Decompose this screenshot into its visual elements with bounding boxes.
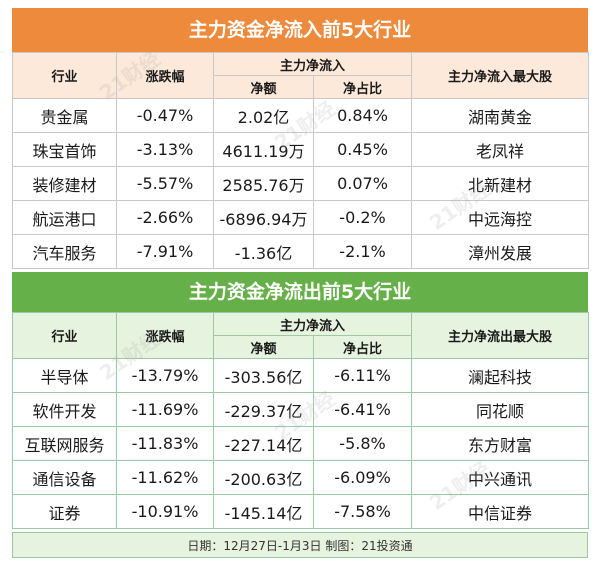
amount-cell: 2585.76万: [213, 166, 314, 201]
amount-cell: 2.02亿: [213, 98, 314, 133]
amount-cell: -6896.94万: [213, 200, 314, 235]
header-top-stock: 主力净流出最大股: [411, 312, 590, 359]
header-industry: 行业: [12, 52, 117, 99]
footer-credit: 日期：12月27日-1月3日 制图：21投资通: [12, 532, 588, 558]
stock-cell: 中兴通讯: [411, 460, 590, 495]
stock-cell: 北新建材: [411, 166, 590, 201]
table-row: 贵金属 -0.47% 2.02亿 0.84% 湖南黄金: [12, 98, 590, 133]
header-top-stock: 主力净流入最大股: [411, 52, 590, 99]
industry-cell: 证券: [12, 494, 117, 529]
table-row: 汽车服务 -7.91% -1.36亿 -2.1% 漳州发展: [12, 234, 590, 269]
stock-cell: 漳州发展: [411, 234, 590, 269]
amount-cell: -227.14亿: [213, 426, 314, 461]
change-cell: -11.62%: [116, 460, 214, 495]
industry-cell: 软件开发: [12, 392, 117, 427]
change-cell: -13.79%: [116, 358, 214, 393]
change-cell: -10.91%: [116, 494, 214, 529]
table-row: 航运港口 -2.66% -6896.94万 -0.2% 中远海控: [12, 200, 590, 235]
table-row: 证券 -10.91% -145.14亿 -7.58% 中信证券: [12, 494, 590, 529]
change-cell: -11.69%: [116, 392, 214, 427]
ratio-cell: 0.84%: [312, 98, 413, 133]
amount-cell: -303.56亿: [213, 358, 314, 393]
table-row: 通信设备 -11.62% -200.63亿 -6.09% 中兴通讯: [12, 460, 590, 495]
ratio-cell: -0.2%: [312, 200, 413, 235]
inflow-table: 行业 涨跌幅 主力净流入 主力净流入最大股 净额 净占比 贵金属 -0.47% …: [12, 52, 590, 269]
stock-cell: 中远海控: [411, 200, 590, 235]
stock-cell: 澜起科技: [411, 358, 590, 393]
header-amount: 净额: [213, 75, 314, 99]
outflow-title: 主力资金净流出前5大行业: [12, 272, 588, 312]
header-change: 涨跌幅: [116, 52, 214, 99]
outflow-table: 行业 涨跌幅 主力净流入 主力净流出最大股 净额 净占比 半导体 -13.79%…: [12, 312, 590, 529]
change-cell: -2.66%: [116, 200, 214, 235]
change-cell: -5.57%: [116, 166, 214, 201]
header-main-net: 主力净流入: [212, 312, 413, 336]
stock-cell: 中信证券: [411, 494, 590, 529]
industry-cell: 汽车服务: [12, 234, 117, 269]
table-row: 珠宝首饰 -3.13% 4611.19万 0.45% 老凤祥: [12, 132, 590, 167]
header-main-net: 主力净流入: [212, 52, 413, 76]
industry-cell: 珠宝首饰: [12, 132, 117, 167]
ratio-cell: 0.07%: [312, 166, 413, 201]
industry-cell: 半导体: [12, 358, 117, 393]
industry-cell: 互联网服务: [12, 426, 117, 461]
stock-cell: 老凤祥: [411, 132, 590, 167]
amount-cell: 4611.19万: [213, 132, 314, 167]
amount-cell: -1.36亿: [213, 234, 314, 269]
change-cell: -7.91%: [116, 234, 214, 269]
header-ratio: 净占比: [312, 335, 413, 359]
ratio-cell: -6.09%: [312, 460, 413, 495]
ratio-cell: -6.41%: [312, 392, 413, 427]
ratio-cell: -6.11%: [312, 358, 413, 393]
change-cell: -11.83%: [116, 426, 214, 461]
industry-cell: 航运港口: [12, 200, 117, 235]
stock-cell: 东方财富: [411, 426, 590, 461]
change-cell: -3.13%: [116, 132, 214, 167]
ratio-cell: 0.45%: [312, 132, 413, 167]
inflow-title: 主力资金净流入前5大行业: [12, 8, 588, 52]
change-cell: -0.47%: [116, 98, 214, 133]
header-change: 涨跌幅: [116, 312, 214, 359]
stock-cell: 湖南黄金: [411, 98, 590, 133]
industry-cell: 通信设备: [12, 460, 117, 495]
header-amount: 净额: [213, 335, 314, 359]
industry-cell: 贵金属: [12, 98, 117, 133]
amount-cell: -229.37亿: [213, 392, 314, 427]
header-ratio: 净占比: [312, 75, 413, 99]
table-row: 互联网服务 -11.83% -227.14亿 -5.8% 东方财富: [12, 426, 590, 461]
ratio-cell: -2.1%: [312, 234, 413, 269]
industry-cell: 装修建材: [12, 166, 117, 201]
stock-cell: 同花顺: [411, 392, 590, 427]
ratio-cell: -7.58%: [312, 494, 413, 529]
amount-cell: -145.14亿: [213, 494, 314, 529]
table-row: 装修建材 -5.57% 2585.76万 0.07% 北新建材: [12, 166, 590, 201]
header-industry: 行业: [12, 312, 117, 359]
table-row: 半导体 -13.79% -303.56亿 -6.11% 澜起科技: [12, 358, 590, 393]
amount-cell: -200.63亿: [213, 460, 314, 495]
table-row: 软件开发 -11.69% -229.37亿 -6.41% 同花顺: [12, 392, 590, 427]
ratio-cell: -5.8%: [312, 426, 413, 461]
